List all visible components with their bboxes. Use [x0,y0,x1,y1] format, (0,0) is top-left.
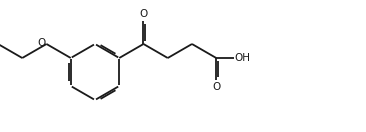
Text: O: O [37,39,45,48]
Text: OH: OH [235,53,251,63]
Text: O: O [212,82,220,92]
Text: O: O [139,9,147,18]
